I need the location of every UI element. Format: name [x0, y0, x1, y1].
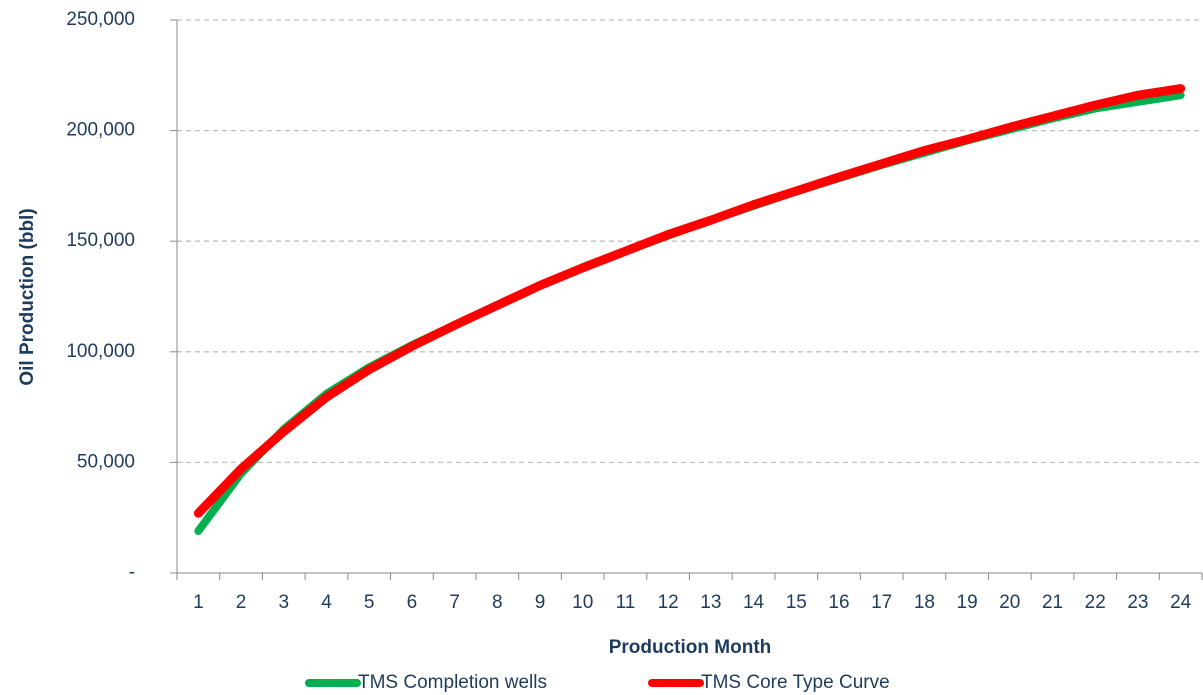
series-line [194, 91, 1185, 535]
x-tick-label: 12 [658, 592, 679, 613]
x-tick-label: 4 [321, 592, 332, 613]
y-tick-label: 100,000 [66, 341, 135, 362]
y-tick-label: 200,000 [66, 120, 135, 141]
x-tick-label: 6 [407, 592, 418, 613]
y-tick-label: 250,000 [66, 9, 135, 30]
x-tick-label: 20 [999, 592, 1020, 613]
x-tick-label: 14 [743, 592, 765, 613]
x-axis-label: Production Month [609, 637, 772, 658]
x-tick-label: 16 [828, 592, 849, 613]
y-axis-label: Oil Production (bbl) [17, 208, 38, 385]
x-tick-label: 24 [1170, 592, 1192, 613]
x-tick-label: 5 [364, 592, 375, 613]
x-tick-label: 7 [449, 592, 460, 613]
x-tick-label: 3 [278, 592, 289, 613]
x-tick-label: 13 [700, 592, 721, 613]
x-tick-label: 23 [1127, 592, 1148, 613]
y-tick-label: 50,000 [77, 451, 135, 472]
y-tick-label: - [129, 562, 135, 583]
x-tick-label: 9 [535, 592, 546, 613]
x-tick-label: 1 [193, 592, 204, 613]
x-tick-label: 18 [914, 592, 935, 613]
legend-label: TMS Completion wells [358, 672, 547, 693]
series-line [193, 84, 1186, 518]
x-tick-label: 17 [871, 592, 892, 613]
legend-label: TMS Core Type Curve [701, 672, 890, 693]
x-tick-label: 10 [572, 592, 593, 613]
x-tick-label: 15 [786, 592, 807, 613]
x-tick-label: 2 [236, 592, 247, 613]
x-tick-label: 22 [1085, 592, 1106, 613]
y-tick-label: 150,000 [66, 230, 135, 251]
x-tick-label: 21 [1042, 592, 1063, 613]
x-tick-label: 8 [492, 592, 503, 613]
x-tick-label: 19 [957, 592, 978, 613]
x-tick-label: 11 [616, 592, 636, 613]
